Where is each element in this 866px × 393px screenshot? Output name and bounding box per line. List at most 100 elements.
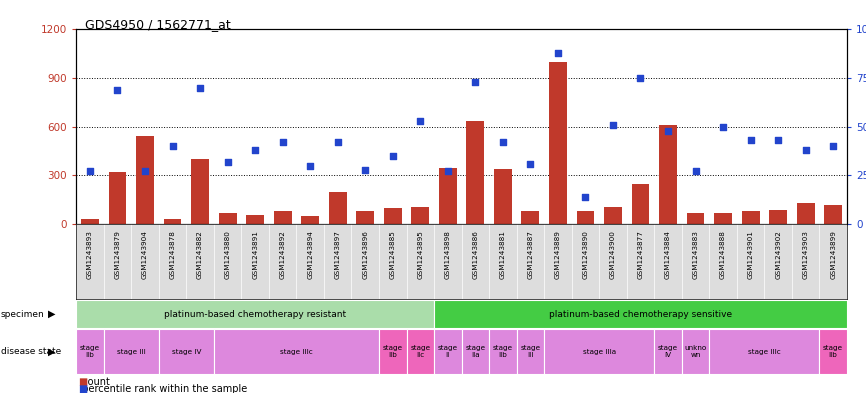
- Point: [744, 137, 758, 143]
- Point: [83, 168, 97, 174]
- Text: ■: ■: [78, 384, 87, 393]
- Point: [441, 168, 455, 174]
- Text: stage IIIc: stage IIIc: [280, 349, 313, 354]
- Bar: [544, 329, 655, 374]
- Point: [275, 139, 289, 145]
- Text: GSM1243889: GSM1243889: [555, 230, 561, 279]
- Point: [249, 147, 262, 153]
- Text: GSM1243890: GSM1243890: [583, 230, 588, 279]
- Bar: [81, 219, 99, 224]
- Bar: [218, 213, 236, 224]
- Text: GSM1243895: GSM1243895: [417, 230, 423, 279]
- Text: GSM1243877: GSM1243877: [637, 230, 643, 279]
- Bar: [158, 329, 214, 374]
- Bar: [76, 329, 104, 374]
- Text: percentile rank within the sample: percentile rank within the sample: [76, 384, 248, 393]
- Bar: [549, 62, 567, 224]
- Text: GSM1243881: GSM1243881: [500, 230, 506, 279]
- Text: stage
IIb: stage IIb: [383, 345, 403, 358]
- Bar: [604, 206, 622, 224]
- Text: GSM1243879: GSM1243879: [114, 230, 120, 279]
- Text: GDS4950 / 1562771_at: GDS4950 / 1562771_at: [85, 18, 230, 31]
- Text: disease state: disease state: [1, 347, 61, 356]
- Text: stage
IIa: stage IIa: [465, 345, 486, 358]
- Bar: [329, 192, 346, 224]
- Text: GSM1243888: GSM1243888: [721, 230, 726, 279]
- Text: platinum-based chemotherapy sensitive: platinum-based chemotherapy sensitive: [549, 310, 732, 318]
- Text: GSM1243891: GSM1243891: [252, 230, 258, 279]
- Bar: [136, 136, 154, 224]
- Point: [578, 194, 592, 200]
- Bar: [687, 213, 705, 224]
- Point: [193, 84, 207, 91]
- Text: GSM1243892: GSM1243892: [280, 230, 286, 279]
- Bar: [769, 210, 787, 224]
- Text: stage
III: stage III: [520, 345, 540, 358]
- Bar: [659, 125, 677, 224]
- Bar: [824, 205, 842, 224]
- Text: GSM1243894: GSM1243894: [307, 230, 313, 279]
- Bar: [682, 329, 709, 374]
- Text: GSM1243883: GSM1243883: [693, 230, 699, 279]
- Point: [523, 161, 537, 167]
- Point: [634, 75, 648, 81]
- Bar: [521, 211, 540, 224]
- Text: ▶: ▶: [48, 347, 55, 357]
- Point: [386, 153, 400, 159]
- Point: [551, 50, 565, 56]
- Point: [772, 137, 785, 143]
- Text: stage
II: stage II: [437, 345, 458, 358]
- Text: stage
IIb: stage IIb: [493, 345, 513, 358]
- Bar: [631, 184, 650, 224]
- Point: [469, 79, 482, 85]
- Point: [496, 139, 510, 145]
- Bar: [819, 329, 847, 374]
- Point: [606, 122, 620, 128]
- Text: GSM1243884: GSM1243884: [665, 230, 671, 279]
- Bar: [384, 208, 402, 224]
- Point: [688, 168, 702, 174]
- Text: stage IV: stage IV: [171, 349, 201, 354]
- Bar: [655, 329, 682, 374]
- Text: stage
IV: stage IV: [658, 345, 678, 358]
- Text: GSM1243887: GSM1243887: [527, 230, 533, 279]
- Point: [111, 86, 125, 93]
- Text: stage IIIc: stage IIIc: [748, 349, 781, 354]
- Point: [331, 139, 345, 145]
- Point: [165, 143, 179, 149]
- Point: [716, 123, 730, 130]
- Bar: [489, 329, 517, 374]
- Text: stage
IIb: stage IIb: [823, 345, 843, 358]
- Text: GSM1243886: GSM1243886: [472, 230, 478, 279]
- Bar: [274, 211, 292, 224]
- Bar: [406, 329, 434, 374]
- Text: GSM1243899: GSM1243899: [830, 230, 837, 279]
- Text: unkno
wn: unkno wn: [684, 345, 707, 358]
- Text: GSM1243898: GSM1243898: [445, 230, 451, 279]
- Text: GSM1243878: GSM1243878: [170, 230, 176, 279]
- Point: [661, 127, 675, 134]
- Bar: [108, 173, 126, 224]
- Text: specimen: specimen: [1, 310, 45, 318]
- Text: GSM1243880: GSM1243880: [224, 230, 230, 279]
- Bar: [439, 167, 456, 224]
- Text: ▶: ▶: [48, 309, 55, 319]
- Point: [221, 159, 235, 165]
- Point: [303, 162, 317, 169]
- Text: platinum-based chemotherapy resistant: platinum-based chemotherapy resistant: [164, 310, 346, 318]
- Bar: [76, 300, 434, 328]
- Bar: [494, 169, 512, 224]
- Text: stage
IIb: stage IIb: [80, 345, 100, 358]
- Point: [138, 168, 152, 174]
- Bar: [214, 329, 379, 374]
- Text: GSM1243893: GSM1243893: [87, 230, 93, 279]
- Text: count: count: [76, 376, 110, 387]
- Bar: [356, 211, 374, 224]
- Text: GSM1243900: GSM1243900: [610, 230, 616, 279]
- Bar: [379, 329, 406, 374]
- Point: [798, 147, 812, 153]
- Text: ■: ■: [78, 376, 87, 387]
- Text: GSM1243897: GSM1243897: [335, 230, 340, 279]
- Bar: [462, 329, 489, 374]
- Bar: [709, 329, 819, 374]
